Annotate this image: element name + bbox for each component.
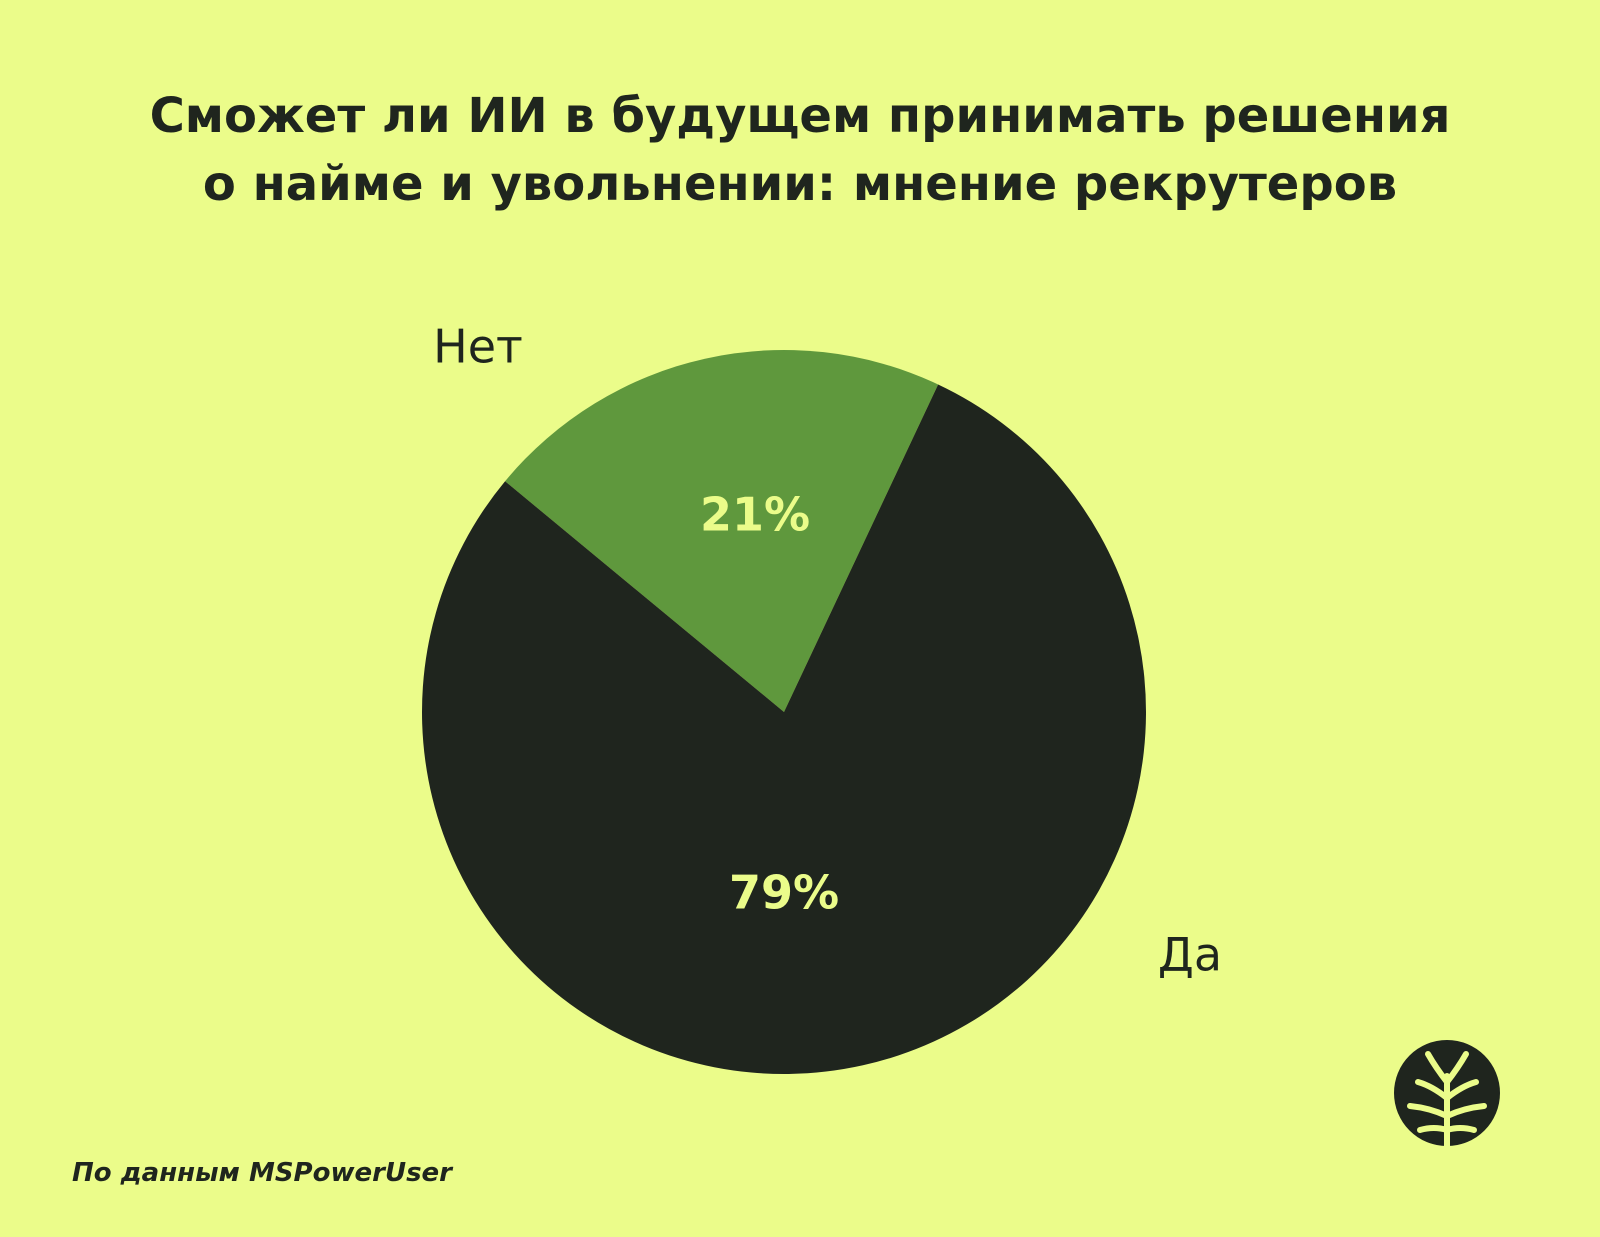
source-note: По данным MSPowerUser (72, 1158, 452, 1188)
tree-icon (1394, 1040, 1500, 1149)
pie-slice-da (422, 384, 1147, 1074)
pie-category-label-net: Нет (433, 320, 523, 374)
pie-value-label-net: 21% (700, 488, 810, 542)
chart-title-line-1: Сможет ли ИИ в будущем принимать решения (149, 88, 1451, 144)
logo (1392, 1038, 1502, 1152)
chart-title-line-2: о найме и увольнении: мнение рекрутеров (202, 156, 1398, 212)
chart-title: Сможет ли ИИ в будущем принимать решения… (0, 82, 1600, 218)
pie-category-label-da: Да (1158, 928, 1222, 982)
pie-slice-net (505, 350, 939, 712)
pie-value-label-da: 79% (729, 866, 839, 920)
